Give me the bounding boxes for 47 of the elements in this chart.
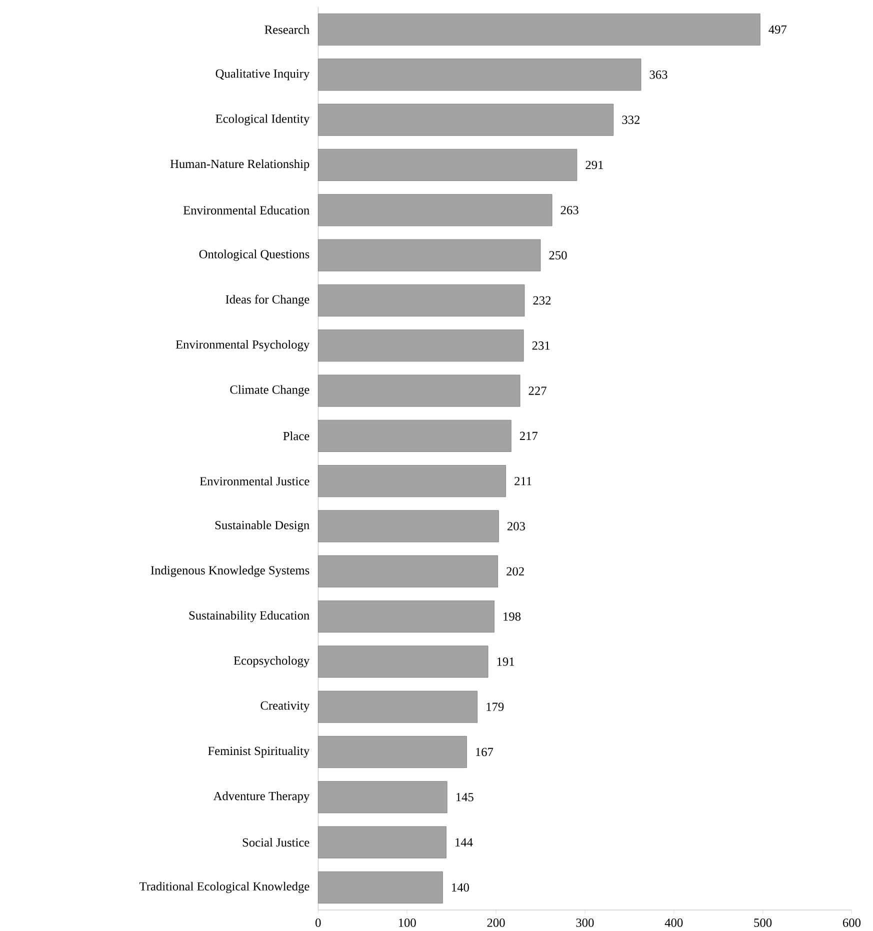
data-label: 250 (549, 251, 567, 260)
y-tick-label: Creativity (260, 701, 310, 712)
x-tick-label: 600 (842, 918, 860, 927)
data-label: 497 (768, 25, 786, 34)
data-label: 145 (456, 793, 474, 802)
y-tick-label: Feminist Spirituality (208, 746, 310, 758)
data-label: 217 (520, 432, 538, 440)
x-tick-label: 300 (576, 918, 594, 927)
data-label: 231 (532, 341, 550, 350)
data-label: 232 (533, 296, 550, 305)
y-tick-label: Environmental Education (183, 206, 310, 214)
y-tick-label: Qualitative Inquiry (216, 69, 310, 80)
y-tick-label: Ideas for Change (225, 294, 309, 306)
y-tick-label: Ontological Questions (199, 250, 309, 261)
data-label: 167 (476, 748, 493, 756)
x-tick-label: 0 (315, 918, 321, 927)
data-label: 179 (486, 702, 504, 711)
data-label: 291 (586, 160, 603, 170)
data-label: 211 (514, 476, 532, 486)
y-tick-label: Human-Nature Relationship (170, 159, 309, 171)
data-label: 202 (506, 567, 524, 576)
y-tick-label: Adventure Therapy (213, 792, 310, 803)
data-label: 191 (497, 658, 514, 666)
data-label: 144 (455, 838, 473, 846)
y-tick-label: Sustainability Education (189, 610, 310, 622)
y-tick-label: Environmental Justice (200, 476, 309, 486)
data-label: 363 (650, 70, 668, 79)
y-tick-label: Climate Change (230, 385, 309, 396)
data-label: 332 (622, 116, 640, 124)
y-tick-label: Environmental Psychology (176, 340, 310, 352)
y-tick-label: Ecopsychology (234, 656, 310, 668)
data-label: 203 (507, 522, 525, 530)
data-label: 227 (528, 386, 546, 395)
data-label: 263 (560, 206, 578, 214)
y-tick-label: Research (264, 25, 310, 34)
x-tick-label: 400 (664, 918, 682, 927)
y-tick-label: Place (283, 432, 309, 440)
x-tick-label: 500 (754, 918, 772, 927)
y-tick-label: Social Justice (242, 838, 309, 847)
data-label: 198 (503, 612, 520, 621)
y-tick-label: Ecological Identity (215, 114, 310, 126)
x-tick-label: 100 (398, 918, 416, 927)
data-label: 140 (452, 883, 469, 892)
y-tick-label: Sustainable Design (215, 520, 310, 532)
y-tick-label: Indigenous Knowledge Systems (150, 566, 309, 577)
y-tick-label: Traditional Ecological Knowledge (139, 882, 309, 894)
x-tick-label: 200 (487, 918, 505, 927)
